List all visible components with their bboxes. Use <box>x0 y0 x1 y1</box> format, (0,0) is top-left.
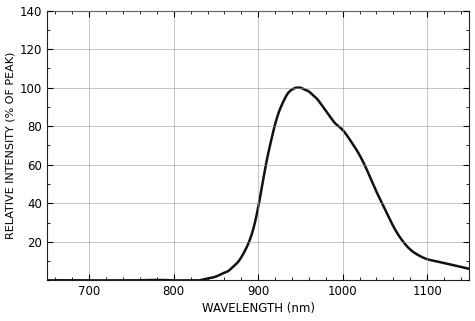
Y-axis label: RELATIVE INTENSITY (% OF PEAK): RELATIVE INTENSITY (% OF PEAK) <box>6 52 16 239</box>
X-axis label: WAVELENGTH (nm): WAVELENGTH (nm) <box>202 302 315 316</box>
